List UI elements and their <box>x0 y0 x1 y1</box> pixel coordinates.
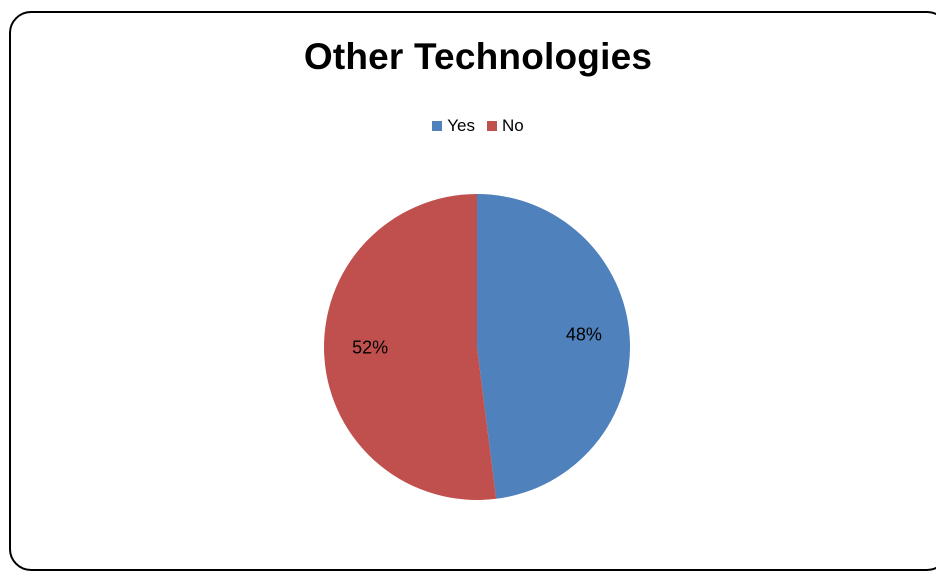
chart-title: Other Technologies <box>303 36 653 77</box>
legend-item-no: No <box>487 116 524 136</box>
slice-label-no: 52% <box>352 338 388 358</box>
pie-slice-no <box>324 194 497 500</box>
pie-chart: 48% 52% <box>324 194 631 500</box>
slice-label-yes: 48% <box>566 324 602 344</box>
legend-swatch-no <box>487 121 497 131</box>
legend-swatch-yes <box>432 121 443 131</box>
legend-item-yes: Yes <box>432 116 475 136</box>
chart-legend: Yes No <box>0 116 936 136</box>
legend-label-no: No <box>502 116 524 135</box>
pie-slice-yes <box>477 194 631 499</box>
legend-label-yes: Yes <box>447 116 475 135</box>
